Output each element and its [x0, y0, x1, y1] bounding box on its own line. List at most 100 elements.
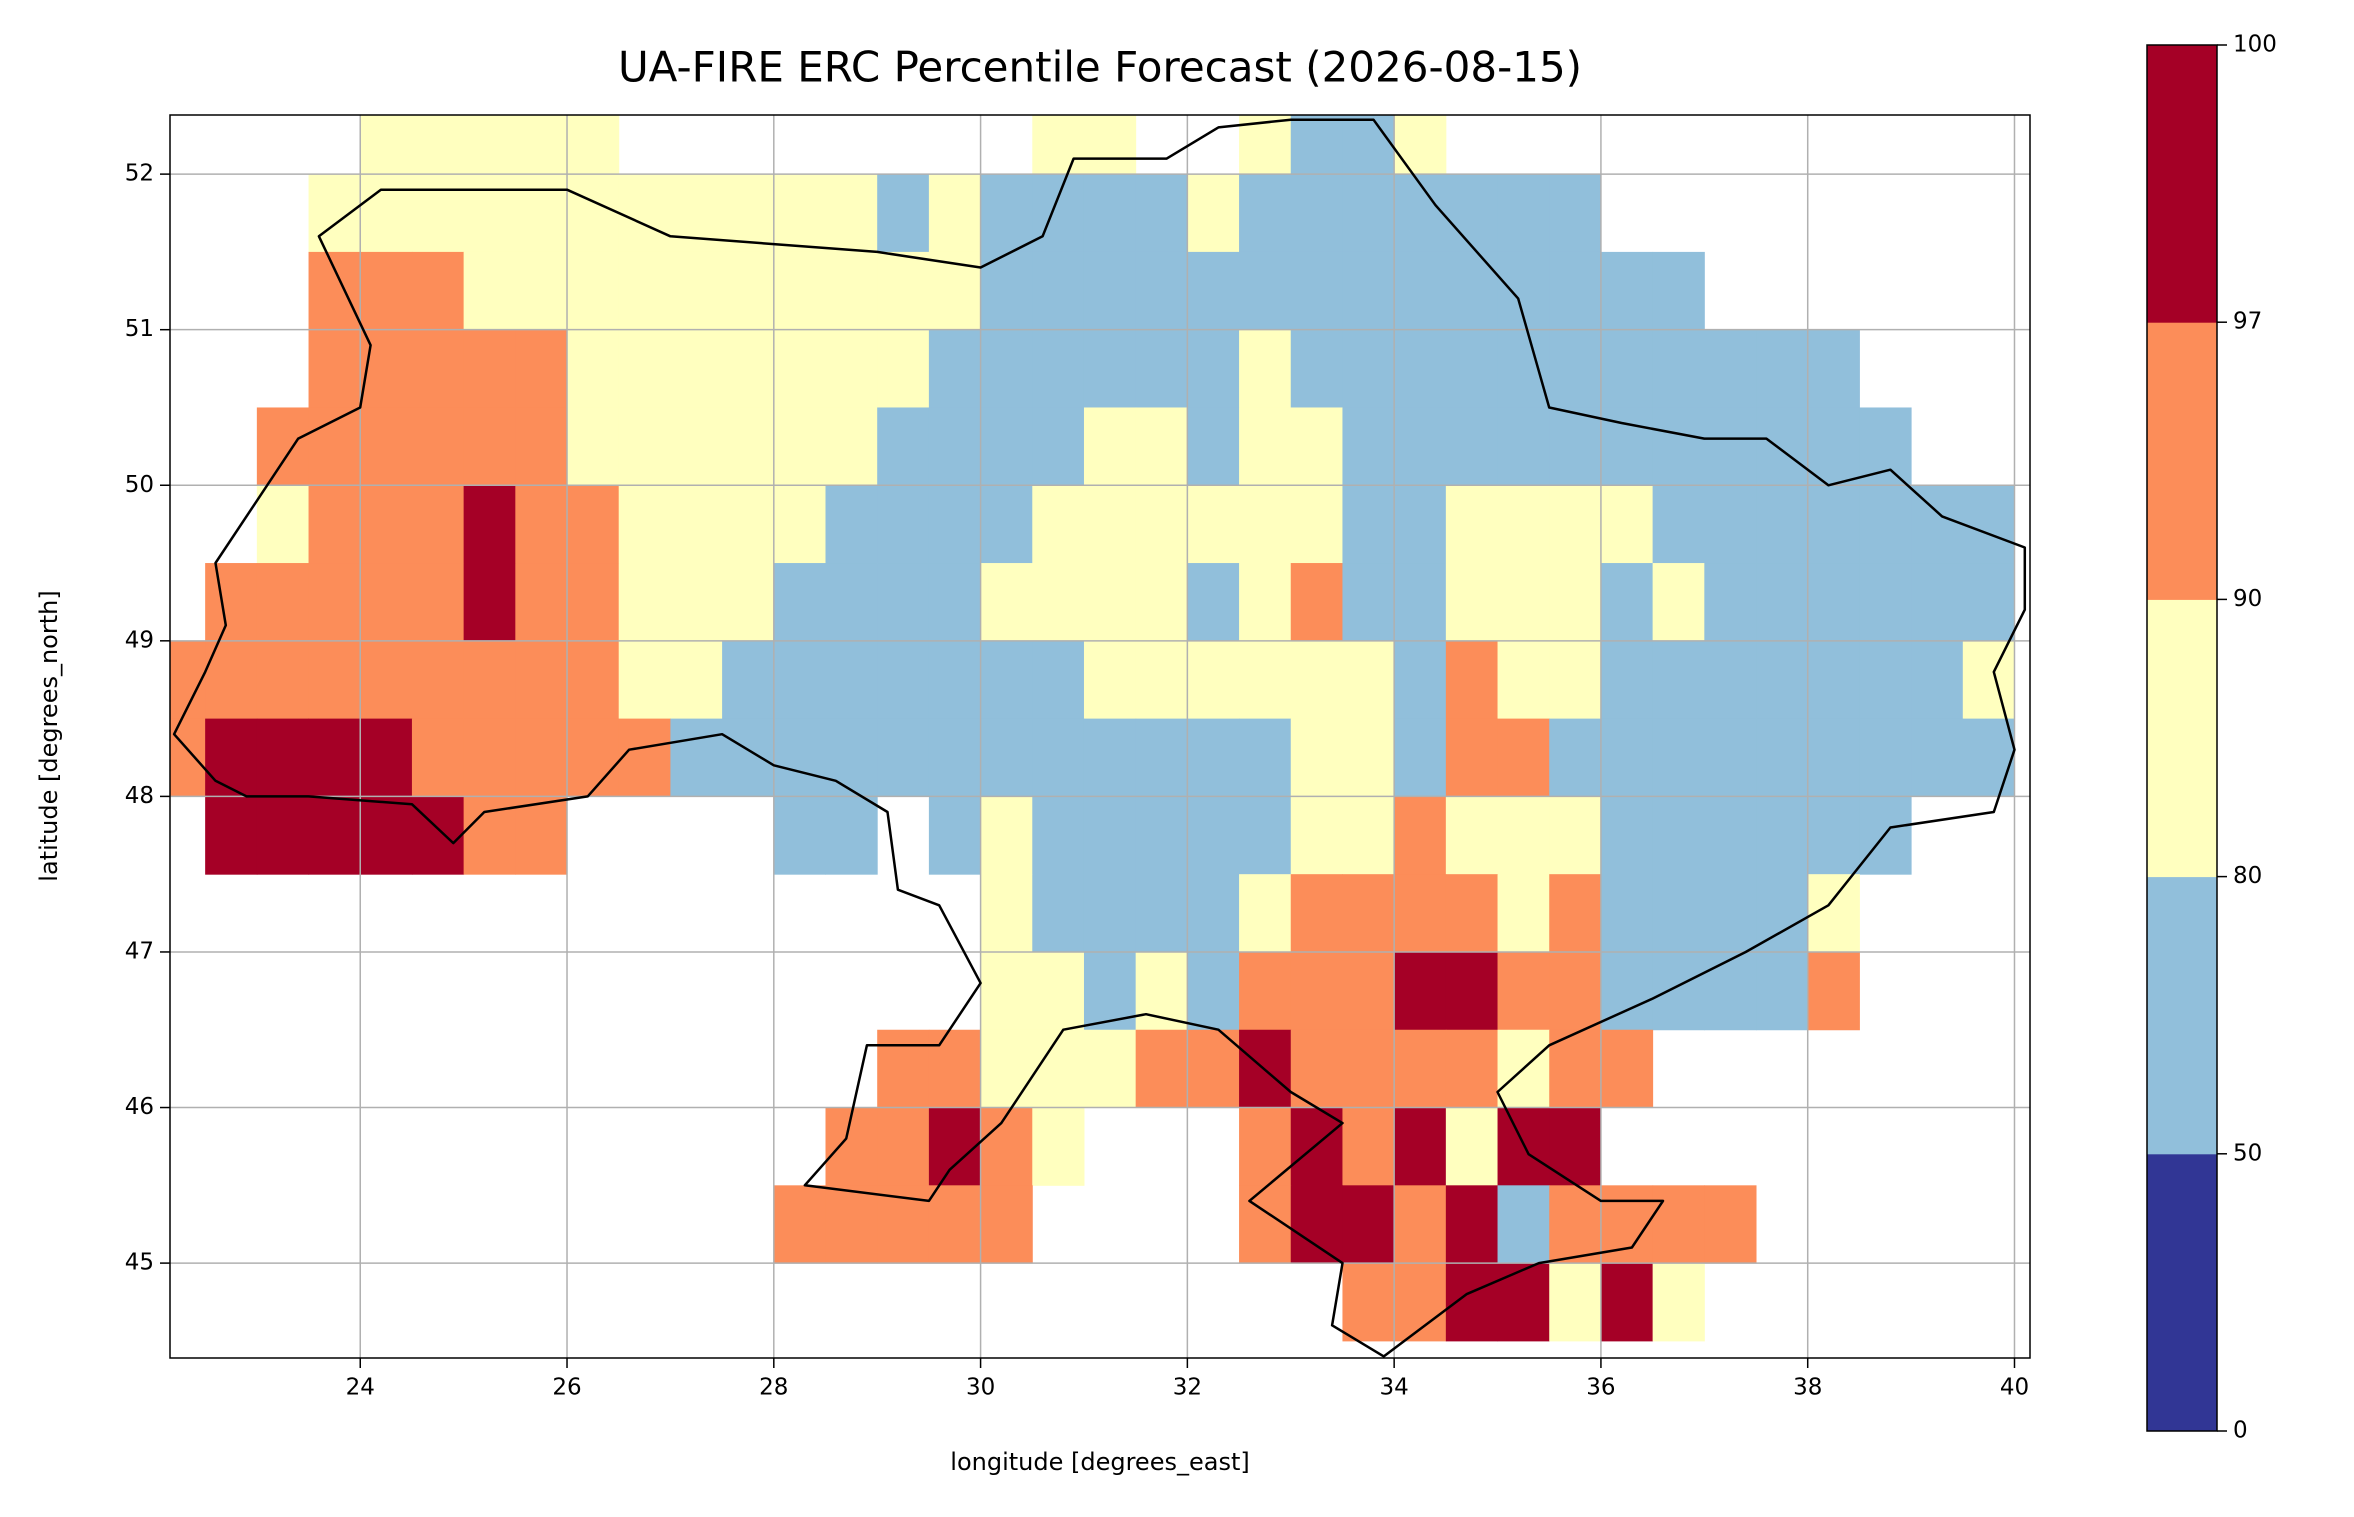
cell [1652, 796, 1705, 875]
cell [1342, 951, 1395, 1031]
cell [980, 640, 1033, 720]
cell [1756, 874, 1809, 953]
cell [980, 1029, 1033, 1109]
cell [515, 251, 568, 331]
cell [618, 251, 671, 331]
cell [1394, 251, 1447, 331]
cell [1290, 251, 1343, 331]
cell [1135, 563, 1188, 642]
cell [773, 1185, 826, 1264]
cell [1187, 1029, 1240, 1109]
cell [1704, 329, 1757, 408]
cell [1239, 874, 1292, 953]
cell [1756, 329, 1809, 408]
cell [1549, 407, 1602, 486]
cell [1600, 796, 1654, 875]
cell [463, 485, 516, 564]
cell [1756, 485, 1809, 564]
cell [256, 485, 310, 564]
cell [256, 563, 310, 642]
cell [1807, 796, 1860, 875]
cell [1032, 407, 1085, 486]
cell [1290, 1107, 1343, 1186]
cell [1497, 718, 1550, 797]
cell [825, 485, 878, 564]
cell [1497, 874, 1550, 953]
cell [1032, 640, 1085, 720]
colorbar-segment [2147, 876, 2217, 1155]
colorbar-segment [2147, 322, 2217, 600]
cell [670, 407, 723, 486]
cell [1445, 796, 1499, 875]
cell [360, 485, 413, 564]
cell [360, 796, 413, 875]
cell [877, 329, 930, 408]
colorbar-tick-label: 80 [2233, 863, 2262, 889]
x-tick-label: 30 [966, 1375, 995, 1401]
cell [1032, 174, 1085, 253]
cell [928, 1185, 982, 1264]
y-tick-label: 49 [125, 627, 154, 653]
cell [1807, 329, 1860, 408]
cell [877, 563, 930, 642]
cell [1652, 640, 1705, 720]
cell [1652, 407, 1705, 486]
cell [1239, 407, 1292, 486]
y-axis-label: latitude [degrees_north] [35, 590, 63, 881]
cell [1239, 951, 1292, 1031]
cell [1135, 251, 1188, 331]
cell [1239, 718, 1292, 797]
cell [1962, 485, 2015, 564]
cell [1549, 1185, 1602, 1264]
cell [825, 251, 878, 331]
cell [722, 485, 775, 564]
cell [360, 407, 413, 486]
cell [256, 796, 310, 875]
cell [256, 640, 310, 720]
cell [1083, 115, 1137, 175]
cell [618, 485, 671, 564]
cell [618, 640, 671, 720]
cell [1342, 1263, 1395, 1342]
cell [1911, 563, 1964, 642]
cell [1600, 1263, 1654, 1342]
cell [1187, 329, 1240, 408]
cell [1135, 1029, 1188, 1109]
cell [825, 1185, 878, 1264]
cell [567, 718, 620, 797]
cell [1445, 951, 1499, 1031]
cell [1187, 718, 1240, 797]
cell [1032, 251, 1085, 331]
colorbar: 0 50 80 90 97 100 [2146, 32, 2277, 1444]
cell [411, 329, 465, 408]
colorbar-tick-label: 97 [2233, 309, 2262, 335]
cell [411, 718, 465, 797]
cell [1549, 1107, 1602, 1186]
cell [1394, 718, 1447, 797]
y-tick-label: 48 [125, 783, 154, 809]
cell [722, 174, 775, 253]
cell [1549, 251, 1602, 331]
cell [877, 718, 930, 797]
cell [1135, 640, 1188, 720]
cell [515, 329, 568, 408]
cell [1652, 951, 1705, 1031]
y-tick-label: 47 [125, 938, 154, 964]
cell [1342, 251, 1395, 331]
cell [1445, 718, 1499, 797]
cell [1549, 951, 1602, 1031]
cell [1497, 407, 1550, 486]
cell [1342, 718, 1395, 797]
cell [722, 640, 775, 720]
cell [1497, 796, 1550, 875]
cell [360, 563, 413, 642]
cell [825, 1107, 878, 1186]
cell [1394, 796, 1447, 875]
cell [773, 407, 826, 486]
colorbar-frame [2146, 44, 2218, 1432]
cell [1394, 329, 1447, 408]
cell [1807, 718, 1860, 797]
cell [1497, 1263, 1550, 1342]
cell [1600, 563, 1654, 642]
cell [567, 485, 620, 564]
